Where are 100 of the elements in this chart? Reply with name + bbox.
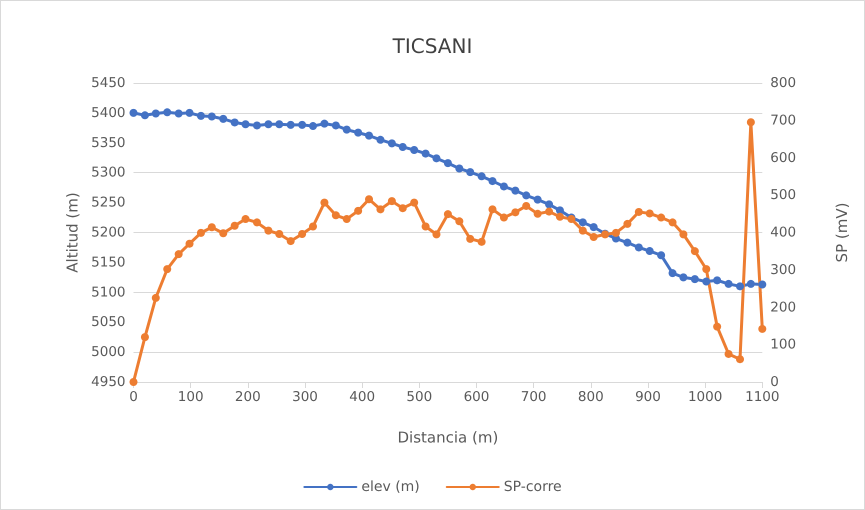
y2-tick-label: 500 — [770, 187, 796, 204]
y2-tick-label: 0 — [770, 374, 779, 390]
point — [130, 108, 138, 117]
point — [690, 247, 699, 256]
y2-tick-label: 200 — [770, 299, 796, 316]
point — [746, 118, 755, 126]
y2-tick-label: 600 — [770, 150, 796, 166]
point — [478, 238, 486, 246]
point — [410, 146, 418, 154]
point — [623, 220, 632, 228]
point — [130, 378, 138, 386]
x-tick-label: 1000 — [688, 389, 722, 405]
point — [432, 230, 440, 238]
point — [230, 222, 239, 230]
y-tick-label: 5150 — [91, 254, 126, 270]
point — [578, 226, 587, 235]
x-tick-label: 0 — [129, 389, 138, 405]
point — [556, 212, 564, 221]
point — [713, 276, 722, 284]
point — [140, 111, 149, 120]
point — [623, 238, 632, 247]
point — [444, 210, 452, 218]
point — [252, 121, 261, 130]
point — [422, 150, 430, 158]
point — [488, 205, 496, 214]
point — [242, 215, 250, 224]
point — [342, 215, 351, 224]
point — [163, 265, 172, 274]
y-tick-label: 5350 — [91, 134, 126, 151]
y-tick-label: 5400 — [91, 104, 126, 121]
x-tick-label: 600 — [464, 389, 490, 405]
point — [354, 206, 362, 215]
point — [208, 223, 216, 232]
point — [534, 210, 542, 218]
point — [264, 226, 272, 235]
point — [746, 280, 755, 288]
legend-label: SP-corre — [504, 479, 562, 495]
point — [219, 229, 228, 238]
point — [736, 282, 744, 290]
x-axis-title: Distancia (m) — [397, 428, 498, 446]
point — [298, 230, 306, 238]
y2-tick-label: 700 — [770, 112, 796, 128]
point — [422, 222, 430, 231]
point — [152, 110, 160, 118]
x-tick-label: 900 — [635, 389, 661, 405]
y-tick-label: 5100 — [91, 284, 126, 300]
x-tick-label: 400 — [349, 389, 376, 405]
point — [320, 120, 328, 128]
point — [398, 142, 407, 151]
legend-label: elev (m) — [361, 479, 420, 495]
y2-tick-label: 800 — [770, 75, 796, 91]
point — [219, 114, 228, 123]
y-tick-label: 5000 — [91, 344, 126, 360]
point — [478, 172, 486, 180]
point — [444, 159, 452, 168]
y-tick-label: 5050 — [91, 314, 126, 330]
point — [511, 186, 520, 195]
point — [432, 154, 440, 162]
point — [275, 120, 284, 128]
point — [634, 243, 643, 252]
point — [657, 251, 666, 260]
point — [590, 232, 598, 241]
x-tick-label: 100 — [178, 389, 204, 405]
point — [264, 120, 272, 128]
point — [466, 168, 474, 176]
point — [140, 333, 149, 342]
point — [488, 177, 496, 186]
point — [365, 132, 374, 140]
point — [174, 250, 183, 258]
point — [690, 275, 699, 284]
x-tick-label: 1100 — [745, 389, 780, 405]
point — [196, 112, 205, 120]
point — [309, 122, 317, 130]
x-tick-label: 300 — [292, 389, 318, 405]
y2-axis-title: SP (mV) — [832, 202, 851, 262]
point — [724, 280, 733, 288]
point — [252, 218, 261, 226]
x-tick-label: 200 — [234, 389, 261, 405]
point — [668, 218, 677, 226]
point — [455, 164, 464, 173]
y-tick-label: 5450 — [91, 75, 126, 91]
point — [500, 182, 508, 190]
point — [186, 108, 194, 117]
x-tick-label: 800 — [578, 389, 604, 405]
point — [612, 228, 620, 237]
point — [163, 108, 172, 116]
point — [668, 269, 677, 278]
point — [702, 265, 710, 274]
x-tick-label: 500 — [406, 389, 432, 405]
point — [634, 208, 643, 216]
point — [174, 110, 183, 118]
point — [736, 355, 744, 364]
point — [679, 273, 688, 282]
x-tick-label: 700 — [520, 389, 547, 405]
point — [354, 128, 362, 137]
point — [724, 350, 733, 358]
y2-tick-label: 400 — [770, 224, 796, 240]
point — [758, 324, 766, 333]
point — [455, 217, 464, 226]
point — [578, 218, 587, 226]
